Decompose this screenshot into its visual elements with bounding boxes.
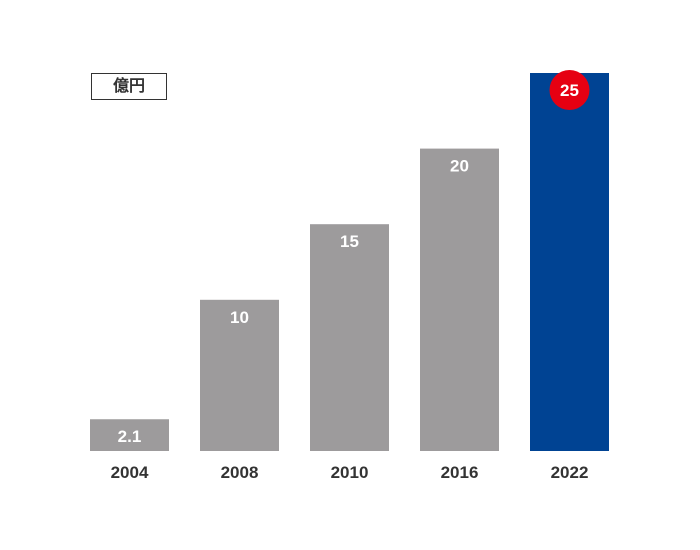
value-label-2004: 2.1 [118, 427, 142, 446]
category-label-2008: 2008 [221, 463, 259, 482]
bar-2016 [420, 148, 499, 451]
bar-2008 [200, 299, 279, 451]
bars-group: 2.1 2004 10 2008 15 2010 20 2016 25 2022 [90, 70, 609, 482]
value-label-2008: 10 [230, 308, 249, 327]
value-label-2010: 15 [340, 232, 359, 251]
value-label-2022: 25 [560, 81, 579, 100]
bar-2004 [90, 419, 169, 451]
category-label-2004: 2004 [111, 463, 149, 482]
unit-label: 億円 [91, 73, 167, 100]
highlight-badge [549, 70, 590, 110]
bar-2010 [310, 224, 389, 451]
bar-2022 [530, 73, 609, 451]
value-label-2016: 20 [450, 157, 469, 176]
category-label-2022: 2022 [551, 463, 589, 482]
category-label-2010: 2010 [331, 463, 369, 482]
category-label-2016: 2016 [441, 463, 479, 482]
